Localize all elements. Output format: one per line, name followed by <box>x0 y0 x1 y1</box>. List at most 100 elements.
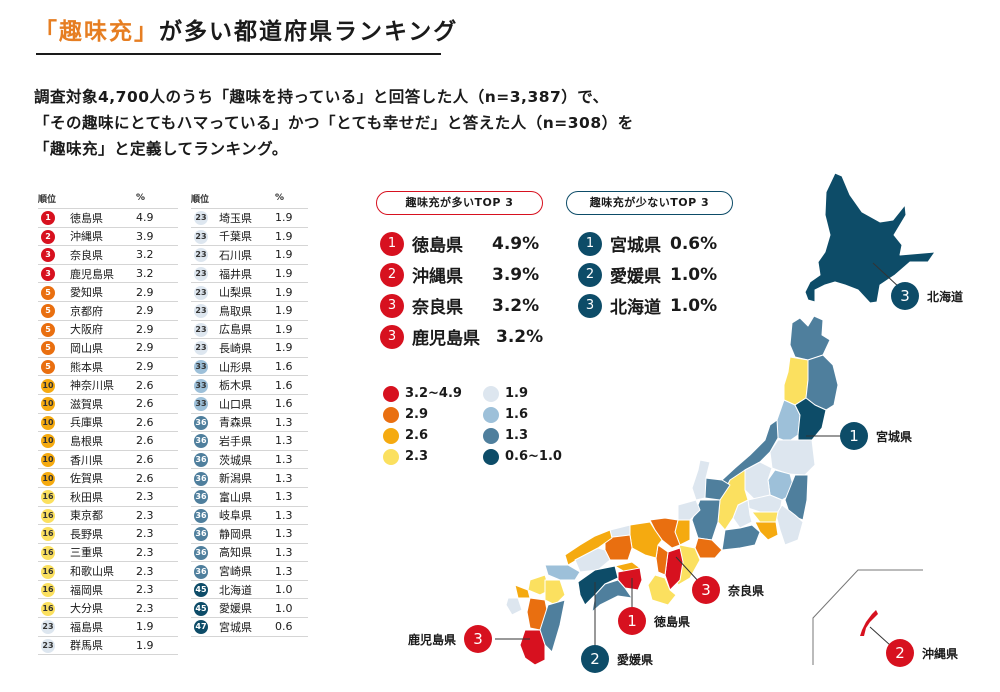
prefecture-value: 4.9% <box>492 233 540 254</box>
prefecture-name: 東京都 <box>70 505 136 525</box>
rank-cell: 10 <box>38 393 70 414</box>
percent-value: 2.6 <box>136 431 178 451</box>
callout-label: 奈良県 <box>728 583 765 598</box>
percent-value: 2.3 <box>136 486 178 506</box>
rank-cell: 16 <box>38 542 70 562</box>
table-row: 3 奈良県 3.2 <box>38 245 178 265</box>
legend-item: 1.3 <box>483 425 573 446</box>
rank-cell: 23 <box>191 282 219 302</box>
prefecture-name: 長崎県 <box>219 338 275 358</box>
legend-swatch <box>383 385 399 402</box>
percent-value: 3.9 <box>136 226 178 246</box>
table-row: 36 岐阜県 1.3 <box>191 505 308 525</box>
table-row: 33 山形県 1.6 <box>191 356 308 376</box>
prefecture-name: 岐阜県 <box>219 505 275 525</box>
top-most-item: 2 沖縄県 3.9% <box>380 259 543 290</box>
table-row: 5 岡山県 2.9 <box>38 338 178 358</box>
percent-value: 1.9 <box>275 263 308 283</box>
rank-cell: 16 <box>38 505 70 525</box>
rank-badge: 45 <box>194 583 208 598</box>
percent-value: 1.9 <box>136 635 178 656</box>
legend-swatch <box>383 406 399 423</box>
rank-cell: 3 <box>38 263 70 283</box>
table-row: 10 滋賀県 2.6 <box>38 393 178 414</box>
map-wakayama <box>647 574 677 606</box>
table-row: 5 京都府 2.9 <box>38 300 178 321</box>
percent-value: 2.6 <box>136 393 178 414</box>
rank-cell: 36 <box>191 449 219 469</box>
description-line-2: 「その趣味にとてもハマっている」かつ「とても幸せだ」と答えた人（n=308）を <box>34 114 634 132</box>
map-fukushima <box>769 439 816 476</box>
percent-value: 1.9 <box>275 282 308 302</box>
prefecture-name: 島根県 <box>70 431 136 451</box>
rank-cell: 23 <box>191 226 219 246</box>
prefecture-name: 北海道 <box>219 579 275 599</box>
map-ibaraki <box>784 474 809 521</box>
callout-label: 鹿児島県 <box>408 632 457 647</box>
title-divider <box>36 53 441 55</box>
callout-ehime: 2 愛媛県 <box>581 645 653 673</box>
rank-badge: 3 <box>692 576 720 604</box>
rank-cell: 45 <box>191 579 219 599</box>
prefecture-value: 1.0% <box>670 264 718 285</box>
prefecture-name: 愛媛県 <box>219 598 275 618</box>
rank-badge: 16 <box>41 527 55 542</box>
rank-badge: 1 <box>618 607 646 635</box>
rank-badge: 23 <box>194 229 208 244</box>
legend-item: 2.9 <box>383 404 462 425</box>
percent-value: 2.6 <box>136 375 178 395</box>
table-row: 10 神奈川県 2.6 <box>38 375 178 395</box>
percent-value: 2.9 <box>136 338 178 358</box>
rank-cell: 16 <box>38 598 70 618</box>
prefecture-name: 神奈川県 <box>70 375 136 395</box>
callout-label: 徳島県 <box>654 614 691 629</box>
callout-hokkaido: 3 北海道 <box>891 282 963 310</box>
legend-label: 1.9 <box>505 386 529 401</box>
table-row: 36 岩手県 1.3 <box>191 431 308 451</box>
prefecture-name: 沖縄県 <box>70 226 136 246</box>
rank-badge: 36 <box>194 453 208 468</box>
map-gunma <box>744 461 773 501</box>
percent-value: 1.9 <box>275 319 308 339</box>
rank-badge: 23 <box>194 248 208 263</box>
percent-value: 2.6 <box>136 449 178 469</box>
table-row: 3 鹿児島県 3.2 <box>38 263 178 283</box>
column-header-rank: 順位 <box>38 194 57 205</box>
table-row: 5 愛知県 2.9 <box>38 282 178 302</box>
table-row: 2 沖縄県 3.9 <box>38 226 178 246</box>
callout-label: 愛媛県 <box>617 652 654 667</box>
prefecture-name: 沖縄県 <box>412 267 463 287</box>
rank-badge: 10 <box>41 434 55 449</box>
prefecture-name: 山口県 <box>219 393 275 414</box>
rank-badge: 16 <box>41 545 55 560</box>
prefecture-name: 静岡県 <box>219 524 275 544</box>
prefecture-value: 3.2% <box>492 295 540 316</box>
map-kagoshima <box>519 629 546 666</box>
rank-badge: 36 <box>194 415 208 430</box>
legend-swatch <box>483 406 499 423</box>
map-shimane <box>564 529 613 566</box>
prefecture-name: 長野県 <box>70 524 136 544</box>
rank-badge: 10 <box>41 471 55 486</box>
prefecture-name: 愛知県 <box>70 282 136 302</box>
rank-badge: 16 <box>41 583 55 598</box>
table-row: 16 長野県 2.3 <box>38 524 178 544</box>
percent-value: 1.3 <box>275 412 308 432</box>
table-row: 23 石川県 1.9 <box>191 245 308 265</box>
table-row: 36 富山県 1.3 <box>191 486 308 506</box>
prefecture-name: 大阪府 <box>70 319 136 339</box>
map-nagasaki <box>505 597 523 616</box>
table-row: 10 兵庫県 2.6 <box>38 412 178 432</box>
rank-badge: 36 <box>194 434 208 449</box>
legend-item: 1.9 <box>483 383 573 404</box>
table-row: 23 長崎県 1.9 <box>191 338 308 358</box>
table-row: 36 青森県 1.3 <box>191 412 308 432</box>
percent-value: 1.0 <box>275 598 308 618</box>
table-row: 23 群馬県 1.9 <box>38 635 178 656</box>
rank-badge: 33 <box>194 378 208 393</box>
map-miyagi <box>794 397 827 441</box>
legend-column-warm: 3.2~4.9 2.9 2.6 2.3 <box>383 383 462 467</box>
percent-value: 2.3 <box>136 561 178 581</box>
percent-value: 1.9 <box>275 226 308 246</box>
rank-badge: 23 <box>41 620 55 635</box>
